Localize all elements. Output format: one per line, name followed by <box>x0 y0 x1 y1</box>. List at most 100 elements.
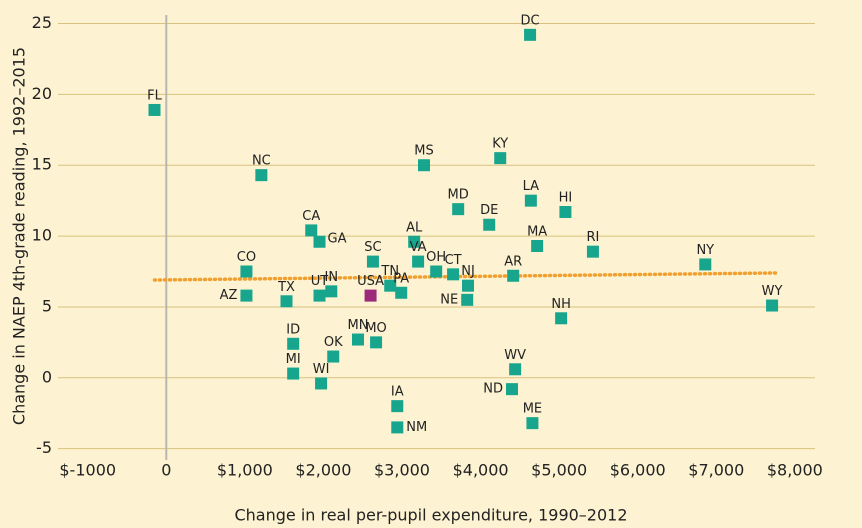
x-tick-label: $1,000 <box>217 461 273 480</box>
point-label: OK <box>324 335 343 350</box>
data-point <box>391 421 404 434</box>
x-tick-label: $5,000 <box>531 461 587 480</box>
point-label: CO <box>237 250 256 265</box>
data-point <box>418 159 430 172</box>
point-label: GA <box>328 231 347 246</box>
data-point <box>555 312 568 325</box>
point-label: RI <box>586 230 599 245</box>
y-tick-label: 10 <box>32 226 52 245</box>
x-tick-label: $2,000 <box>295 461 351 480</box>
data-point <box>313 235 326 248</box>
y-axis-title: Change in NAEP 4th-grade reading, 1992–2… <box>10 47 29 425</box>
y-tick-label: -5 <box>36 438 52 457</box>
point-label: CT <box>445 253 462 268</box>
point-label: FL <box>147 88 162 103</box>
y-tick-label: 25 <box>32 13 52 32</box>
data-point <box>462 279 474 292</box>
data-point <box>461 293 474 306</box>
data-point <box>412 255 425 268</box>
data-point <box>586 245 599 258</box>
x-axis-title: Change in real per-pupil expenditure, 19… <box>234 506 627 525</box>
point-label: MO <box>365 321 386 336</box>
x-tick-label: $3,000 <box>374 461 430 480</box>
point-label: AL <box>406 220 423 235</box>
y-tick-label: 5 <box>42 296 52 315</box>
point-label: MI <box>286 352 301 367</box>
data-point <box>280 295 293 308</box>
point-label: IN <box>325 270 339 285</box>
point-label: IA <box>391 385 404 400</box>
data-point <box>305 224 318 237</box>
data-point <box>494 152 507 165</box>
data-point <box>366 255 379 268</box>
point-label: HI <box>559 190 573 205</box>
point-label: NH <box>551 297 571 312</box>
point-label: PA <box>393 271 409 286</box>
x-tick-label: $8,000 <box>767 461 823 480</box>
data-point <box>240 265 253 278</box>
data-point <box>327 350 340 363</box>
data-point <box>483 218 496 231</box>
point-label: CA <box>302 209 320 224</box>
data-point <box>509 363 522 376</box>
data-point <box>391 400 404 413</box>
data-point <box>506 383 518 396</box>
data-point <box>766 299 779 312</box>
point-label: WY <box>762 284 783 299</box>
point-label: ID <box>286 322 300 337</box>
data-point <box>325 285 338 298</box>
data-point <box>524 194 537 207</box>
data-point <box>240 289 253 302</box>
data-point <box>370 336 383 349</box>
point-label: NM <box>406 420 427 435</box>
data-point <box>524 28 537 41</box>
data-point <box>526 417 539 430</box>
x-tick-label: $6,000 <box>610 461 666 480</box>
data-point <box>699 258 712 271</box>
data-point <box>452 203 465 216</box>
x-tick-label: $-1000 <box>59 461 116 480</box>
data-point <box>384 279 397 292</box>
y-tick-label: 20 <box>32 84 52 103</box>
data-point <box>531 240 544 253</box>
data-point <box>287 367 300 380</box>
point-label: WV <box>504 348 526 363</box>
data-point <box>287 337 300 350</box>
point-label: LA <box>523 179 540 194</box>
data-point <box>148 103 161 116</box>
data-point <box>447 268 460 281</box>
point-label: NJ <box>461 264 475 279</box>
point-label: OH <box>426 250 446 265</box>
data-point <box>559 205 572 218</box>
point-label: USA <box>357 274 384 289</box>
point-label: DC <box>521 13 540 28</box>
x-tick-label: 0 <box>161 461 171 480</box>
data-point <box>507 269 520 282</box>
point-label: MS <box>414 144 433 159</box>
data-point <box>430 265 443 278</box>
data-point <box>352 333 364 346</box>
point-label: MD <box>448 188 469 203</box>
point-label: TN <box>380 264 399 279</box>
data-point <box>364 289 377 302</box>
data-point <box>395 286 408 299</box>
data-point <box>255 169 268 182</box>
point-label: KY <box>492 137 508 152</box>
point-label: NC <box>252 154 271 169</box>
point-label: ME <box>523 402 542 417</box>
x-tick-label: $4,000 <box>453 461 509 480</box>
point-label: VA <box>410 240 427 255</box>
data-point <box>408 235 421 248</box>
point-label: NE <box>440 292 458 307</box>
point-label: MA <box>527 225 547 240</box>
point-label: MN <box>348 318 369 333</box>
point-label: ND <box>483 382 503 397</box>
point-label: SC <box>364 240 381 255</box>
data-point <box>315 377 328 390</box>
point-label: UT <box>311 274 329 289</box>
x-tick-label: $7,000 <box>688 461 744 480</box>
point-label: AR <box>504 254 522 269</box>
point-label: AZ <box>220 288 238 303</box>
point-label: DE <box>480 203 498 218</box>
